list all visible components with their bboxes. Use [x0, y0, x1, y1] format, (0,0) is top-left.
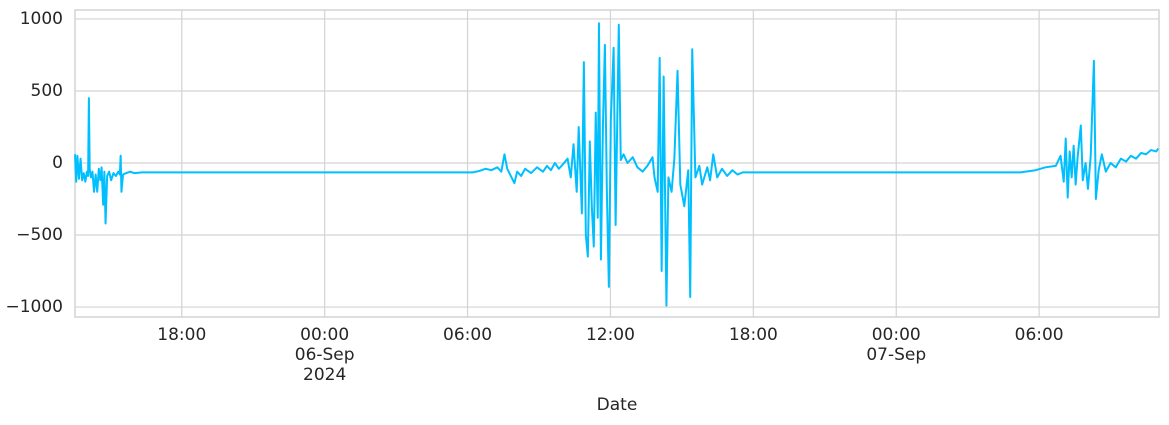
- y-tick-label: 500: [31, 81, 63, 101]
- y-tick-label: 0: [52, 153, 63, 173]
- x-tick-label: 18:00: [157, 325, 206, 345]
- y-tick-label: 1000: [20, 9, 63, 29]
- x-tick-label: 06:00: [443, 325, 492, 345]
- x-tick-label: 06-Sep: [295, 345, 355, 365]
- x-tick-label: 06:00: [1015, 325, 1064, 345]
- x-tick-label: 12:00: [586, 325, 635, 345]
- y-tick-label: −1000: [5, 297, 63, 317]
- data-line: [74, 22, 1160, 307]
- x-tick-label: 00:00: [300, 325, 349, 345]
- x-tick-label: 18:00: [729, 325, 778, 345]
- y-tick-label: −500: [16, 225, 63, 245]
- x-tick-label: 2024: [303, 365, 346, 385]
- x-tick-label: 00:00: [872, 325, 921, 345]
- x-axis-label: Date: [597, 395, 638, 415]
- x-tick-label: 07-Sep: [866, 345, 926, 365]
